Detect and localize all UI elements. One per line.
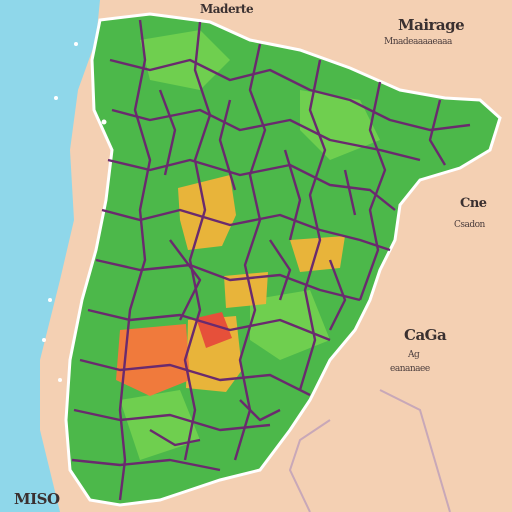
coast-islands <box>42 42 107 382</box>
sea <box>0 0 100 512</box>
region-orange <box>116 324 190 396</box>
label-top-right-sub: Mnadeaaaaeaaa <box>384 37 452 47</box>
region-green-light <box>300 90 380 160</box>
label-right-lower-title: CaGa <box>404 326 447 344</box>
region-yellow <box>178 175 236 250</box>
label-right-lower-sub2: eananaee <box>390 364 430 374</box>
region-green-light <box>140 30 230 90</box>
label-top-center: Maderte <box>200 2 254 16</box>
label-right-lower-sub: Ag <box>408 350 420 360</box>
region-green-light <box>120 390 200 460</box>
label-top-right-title: Mairage <box>398 16 465 34</box>
country-border-line <box>288 419 331 512</box>
label-bottom-left: MISO <box>14 490 60 508</box>
label-right-middle-sub: Csadon <box>454 220 485 230</box>
region-yellow <box>224 272 268 308</box>
region-red <box>196 312 232 348</box>
label-right-middle-title: Cne <box>460 196 487 211</box>
region-boundaries <box>71 19 471 501</box>
country-border-line <box>379 389 451 512</box>
